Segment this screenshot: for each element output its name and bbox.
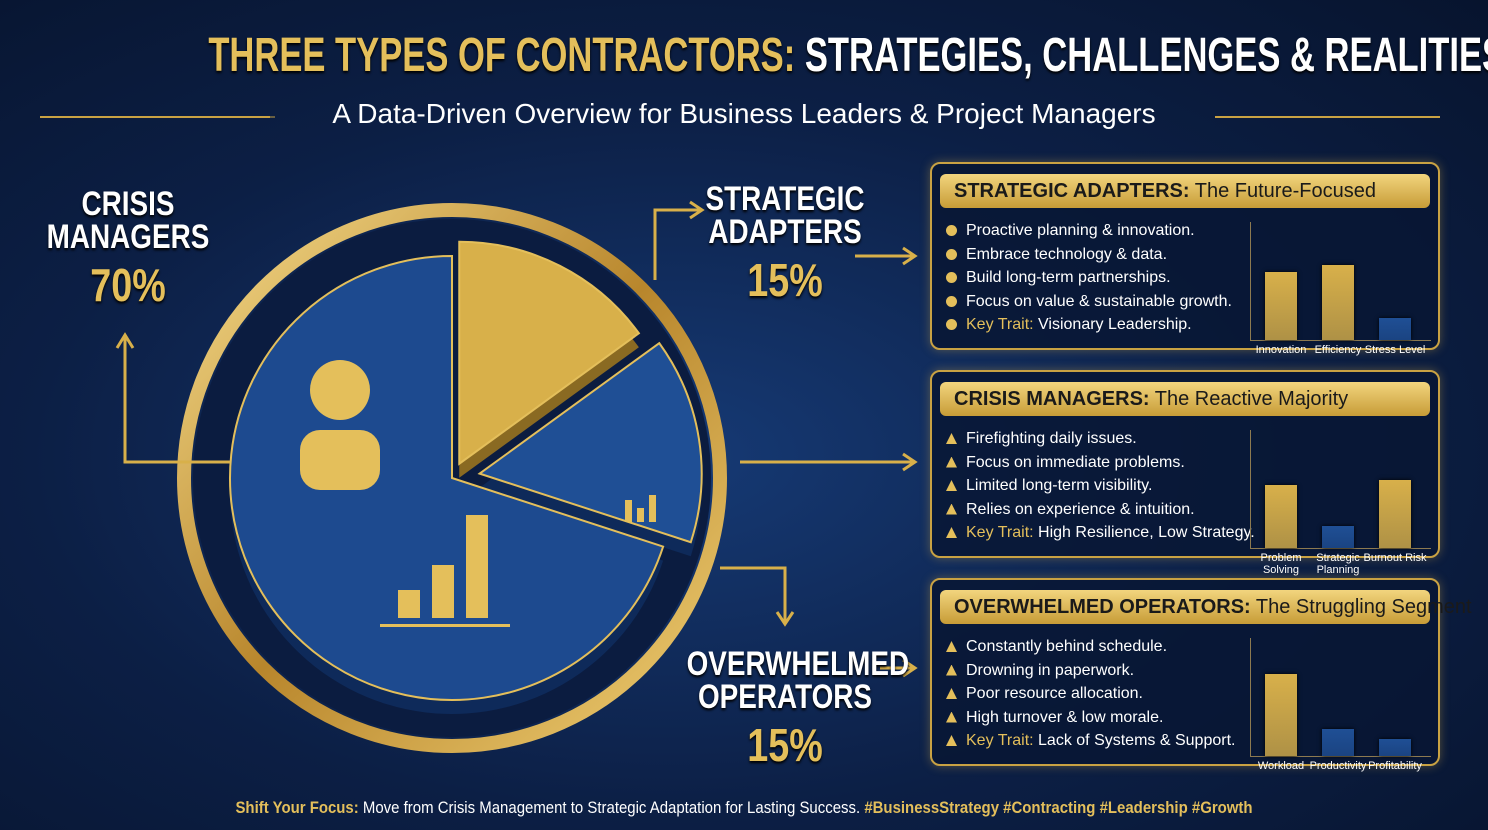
- panel-item: Drowning in paperwork.: [946, 662, 1134, 680]
- bar-label: Innovation: [1255, 344, 1307, 356]
- mini-chart: Innovation Efficiency Stress Level: [1250, 222, 1431, 356]
- key-label: Key Trait:: [966, 732, 1034, 749]
- icons: [300, 360, 656, 627]
- bar: [1265, 485, 1297, 548]
- title-white: STRATEGIES, CHALLENGES & REALITIES: [804, 29, 1488, 82]
- bar: [1379, 317, 1411, 340]
- bar-label: Problem Solving: [1260, 552, 1302, 576]
- panel-subtitle: The Future-Focused: [1194, 180, 1376, 202]
- panel: OVERWHELMED OPERATORS: The Struggling Se…: [930, 578, 1472, 772]
- title: THREE TYPES OF CONTRACTORS: STRATEGIES, …: [208, 28, 1488, 83]
- panel-key: Key Trait: Lack of Systems & Support.: [946, 732, 1235, 750]
- bar: [1379, 739, 1411, 756]
- key-label: Key Trait:: [966, 316, 1034, 333]
- panel-item: Focus on immediate problems.: [946, 454, 1185, 472]
- panel-item: Relies on experience & intuition.: [946, 501, 1195, 519]
- panel-item: High turnover & low morale.: [946, 709, 1163, 727]
- panel-subtitle: The Struggling Segment: [1255, 596, 1472, 618]
- bar-label: Workload: [1257, 760, 1305, 772]
- panel: CRISIS MANAGERS: The Reactive Majority Fi…: [930, 370, 1440, 576]
- key-text: Lack of Systems & Support.: [1038, 732, 1236, 749]
- panel-header: OVERWHELMED OPERATORS: The Struggling Se…: [940, 590, 1472, 624]
- panel-item: Proactive planning & innovation.: [946, 222, 1195, 240]
- segment-label: OVERWHELMED OPERATORS: [686, 645, 910, 716]
- footer-text: Move from Crisis Management to Strategic…: [362, 798, 861, 817]
- panel-header: STRATEGIC ADAPTERS: The Future-Focused: [940, 174, 1430, 208]
- panel-item: Constantly behind schedule.: [946, 638, 1167, 656]
- panel-item: Poor resource allocation.: [946, 685, 1143, 703]
- bar: [1322, 728, 1354, 756]
- pie-ring: [177, 203, 727, 753]
- subtitle: A Data-Driven Overview for Business Lead…: [332, 98, 1156, 129]
- mini-chart: Workload Productivity Profitability: [1250, 638, 1431, 772]
- key-text: High Resilience, Low Strategy.: [1038, 524, 1255, 541]
- segment-value: 15%: [747, 719, 823, 771]
- key-label: Key Trait:: [966, 524, 1034, 541]
- segment-label: STRATEGIC ADAPTERS: [705, 180, 865, 251]
- bar-label: Profitability: [1368, 760, 1422, 772]
- bar-label: Efficiency: [1314, 344, 1362, 356]
- bar-label: Strategic Planning: [1316, 552, 1360, 576]
- bar-label: Stress Level: [1364, 344, 1426, 356]
- footer: Shift Your Focus: Move from Crisis Manag…: [89, 798, 1398, 818]
- panel-item: Focus on value & sustainable growth.: [946, 293, 1232, 311]
- panel-title: OVERWHELMED OPERATORS:: [954, 596, 1251, 618]
- mini-chart: Problem Solving Strategic Planning Burnout…: [1250, 430, 1431, 576]
- bar: [1322, 525, 1354, 548]
- bar: [1322, 265, 1354, 340]
- bar: [1265, 272, 1297, 340]
- bar: [1265, 674, 1297, 756]
- arrows: [115, 200, 918, 678]
- panel: STRATEGIC ADAPTERS: The Future-Focused Pr…: [930, 162, 1440, 356]
- bar-label: Burnout Risk: [1363, 552, 1427, 564]
- panel-item: Firefighting daily issues.: [946, 430, 1137, 448]
- segment-value: 15%: [747, 254, 823, 306]
- bar-label: Productivity: [1309, 760, 1367, 772]
- pie-slice: [477, 341, 703, 544]
- segment-value: 70%: [90, 259, 166, 311]
- panel-item: Build long-term partnerships.: [946, 269, 1171, 287]
- bar: [1379, 480, 1411, 548]
- panel-header: CRISIS MANAGERS: The Reactive Majority: [940, 382, 1430, 416]
- key-text: Visionary Leadership.: [1038, 316, 1192, 333]
- panel-item: Embrace technology & data.: [946, 246, 1167, 264]
- footer-lead: Shift Your Focus:: [235, 798, 359, 817]
- panel-subtitle: The Reactive Majority: [1154, 388, 1349, 410]
- panel-key: Key Trait: Visionary Leadership.: [946, 316, 1192, 334]
- pie-slice: [458, 240, 641, 466]
- panel-item: Limited long-term visibility.: [946, 477, 1152, 495]
- panel-title: STRATEGIC ADAPTERS:: [954, 180, 1190, 202]
- segment-label: CRISIS MANAGERS: [46, 185, 210, 256]
- panel-title: CRISIS MANAGERS:: [954, 388, 1150, 410]
- panel-key: Key Trait: High Resilience, Low Strategy…: [946, 524, 1255, 542]
- title-gold: THREE TYPES OF CONTRACTORS:: [208, 29, 796, 82]
- footer-tags: #BusinessStrategy #Contracting #Leadersh…: [864, 798, 1253, 817]
